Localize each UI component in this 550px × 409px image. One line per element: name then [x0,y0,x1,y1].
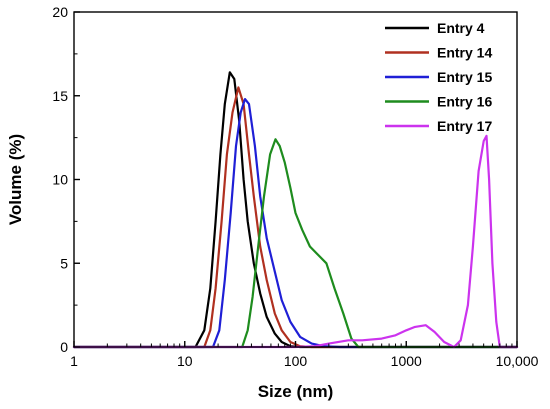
series-line-entry-4 [72,71,519,349]
x-tick-label: 100 [284,353,308,369]
tick-layer: 0 5 10 15 20 1 10 100 1000 10,000 [52,4,538,369]
series-layer [72,71,519,349]
x-tick-label: 1 [70,353,78,369]
y-tick-label: 5 [60,255,68,271]
legend-label: Entry 4 [437,20,485,36]
series-line-entry-15 [72,97,519,349]
legend: Entry 4 Entry 14 Entry 15 Entry 16 Entry 17 [385,20,492,134]
y-tick-label: 15 [52,88,68,104]
legend-label: Entry 16 [437,94,492,110]
series-line-entry-14 [72,86,519,349]
y-tick-label: 10 [52,172,68,188]
plot-area-frame [73,11,518,348]
legend-label: Entry 14 [437,45,492,61]
y-tick-label: 20 [52,4,68,20]
x-tick-label: 10,000 [496,353,539,369]
y-axis-label: Volume (%) [6,134,25,225]
legend-label: Entry 17 [437,118,492,134]
x-tick-label: 1000 [391,353,422,369]
series-line-entry-17 [72,134,519,349]
series-line-entry-16 [72,138,519,349]
legend-label: Entry 15 [437,69,492,85]
x-tick-label: 10 [177,353,193,369]
x-axis-label: Size (nm) [258,382,334,401]
y-tick-label: 0 [60,339,68,355]
